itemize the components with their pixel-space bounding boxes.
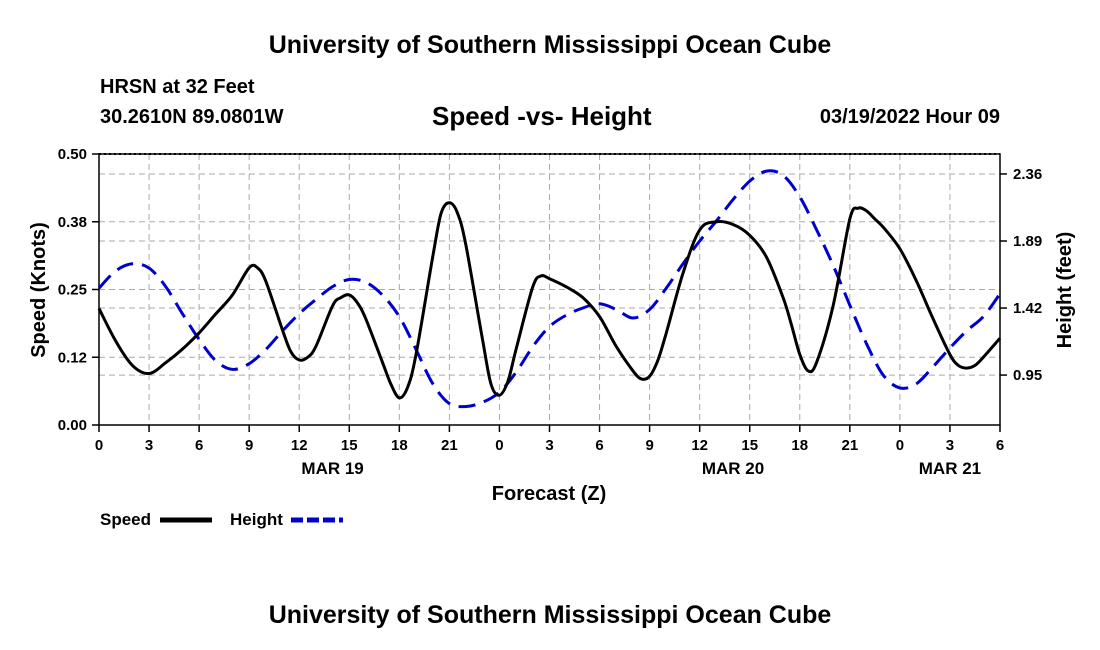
x-tick-label: 3 (545, 437, 553, 454)
x-tick-label: 18 (791, 437, 808, 454)
station-coordinates: 30.2610N 89.0801W (100, 106, 284, 128)
x-tick-label: 12 (291, 437, 308, 454)
y-tick-label: 0.25 (58, 282, 87, 299)
x-day-label: MAR 20 (702, 459, 764, 478)
labels-layer: Forecast (Z) Speed (Knots) Height (feet) (28, 222, 1076, 505)
height-series-line (97, 169, 1002, 409)
x-tick-label: 9 (645, 437, 653, 454)
y-tick-label: 0.38 (58, 214, 87, 231)
x-tick-label: 12 (691, 437, 708, 454)
chart-subtitle: Speed -vs- Height (432, 101, 652, 131)
y2-tick-label: 1.42 (1013, 300, 1042, 317)
x-axis-label: Forecast (Z) (492, 483, 606, 505)
y-tick-label: 0.50 (58, 146, 87, 163)
y2-tick-label: 1.89 (1013, 233, 1042, 250)
legend: Speed Height (100, 510, 343, 529)
x-tick-label: 21 (841, 437, 858, 454)
x-tick-label: 3 (145, 437, 153, 454)
station-label: HRSN at 32 Feet (100, 76, 255, 98)
legend-speed-label: Speed (100, 510, 151, 529)
x-tick-label: 3 (946, 437, 954, 454)
footer-title: University of Southern Mississippi Ocean… (268, 601, 832, 629)
y2-tick-label: 2.36 (1013, 166, 1042, 183)
x-tick-label: 0 (95, 437, 103, 454)
x-tick-label: 0 (896, 437, 904, 454)
x-day-label: MAR 19 (301, 459, 363, 478)
x-tick-label: 15 (341, 437, 358, 454)
x-tick-label: 21 (441, 437, 458, 454)
axis-layer: 0 3 6 9 12 15 18 21 0 3 6 9 12 15 18 21 0 3 6 MAR 19 MAR 20 M… (58, 146, 1042, 478)
legend-height-label: Height (230, 510, 283, 529)
x-tick-label: 6 (996, 437, 1004, 454)
y-tick-label: 0.12 (58, 349, 87, 366)
y2-axis-label: Height (feet) (1054, 232, 1076, 349)
grid-layer (99, 154, 1000, 425)
x-tick-label: 18 (391, 437, 408, 454)
x-tick-label: 0 (495, 437, 503, 454)
speed-series-line (97, 201, 1002, 400)
x-tick-label: 9 (245, 437, 253, 454)
y2-tick-label: 0.95 (1013, 367, 1042, 384)
chart-main-title: University of Southern Mississippi Ocean… (268, 31, 832, 59)
x-day-label: MAR 21 (919, 459, 981, 478)
y-tick-label: 0.00 (58, 417, 87, 434)
y-axis-label: Speed (Knots) (28, 222, 50, 358)
forecast-datetime: 03/19/2022 Hour 09 (819, 106, 1000, 128)
x-tick-label: 6 (195, 437, 203, 454)
series-layer (97, 169, 1002, 409)
x-tick-label: 15 (741, 437, 758, 454)
x-tick-label: 6 (595, 437, 603, 454)
